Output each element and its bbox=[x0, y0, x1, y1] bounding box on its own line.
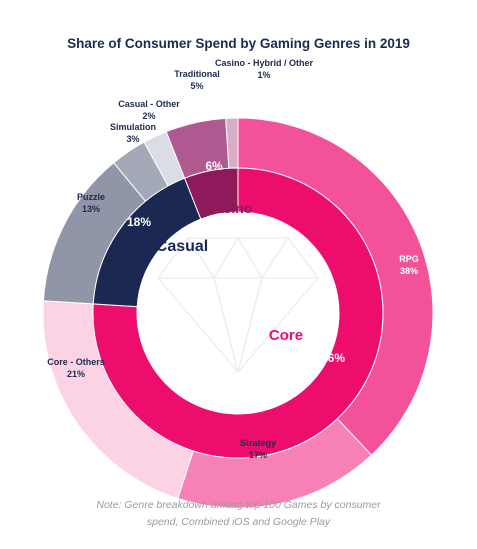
outer-label-traditional: Traditional bbox=[174, 69, 220, 79]
inner-slice-core bbox=[92, 167, 384, 459]
chart-labels: RPG 38% Strategy 17% Core - Others 21% Puzzle 1… bbox=[47, 58, 419, 460]
outer-value-traditional: 5% bbox=[190, 81, 203, 91]
outer-value-casual-other: 2% bbox=[142, 111, 155, 121]
inner-value-core: 76% bbox=[321, 351, 345, 365]
outer-label-strategy: Strategy bbox=[240, 438, 276, 448]
category-label-core: Core bbox=[269, 327, 303, 344]
inner-slice-casino bbox=[183, 167, 239, 220]
outer-value-core-others: 21% bbox=[67, 369, 85, 379]
category-label-casino: Casino bbox=[206, 200, 253, 216]
watermark-line bbox=[213, 236, 263, 279]
outer-value-rpg: 38% bbox=[400, 266, 418, 276]
watermark-line bbox=[187, 237, 289, 373]
outer-label-simulation: Simulation bbox=[110, 122, 156, 132]
chart-note: Note: Genre breakdown among top 100 Game… bbox=[60, 497, 417, 531]
inner-value-casual: 18% bbox=[127, 215, 151, 229]
outer-value-casino-hybrid-other: 1% bbox=[257, 70, 270, 80]
outer-value-puzzle: 13% bbox=[82, 204, 100, 214]
outer-label-rpg: RPG bbox=[399, 254, 419, 264]
category-label-casual: Casual bbox=[156, 238, 208, 255]
outer-label-core-others: Core - Others bbox=[47, 357, 105, 367]
diamond-watermark-icon bbox=[157, 236, 319, 374]
outer-label-casual-other: Casual - Other bbox=[118, 99, 180, 109]
chart-title: Share of Consumer Spend by Gaming Genres… bbox=[67, 36, 410, 51]
outer-label-puzzle: Puzzle bbox=[77, 192, 105, 202]
inner-value-casino: 6% bbox=[205, 159, 223, 173]
outer-value-simulation: 3% bbox=[126, 134, 139, 144]
outer-label-casino-hybrid-other: Casino - Hybrid / Other bbox=[215, 58, 314, 68]
outer-value-strategy: 17% bbox=[249, 450, 267, 460]
note-line-1: Note: Genre breakdown among top 100 Game… bbox=[96, 499, 381, 511]
watermark-outline bbox=[157, 237, 319, 374]
inner-ring bbox=[92, 167, 384, 459]
note-line-2: spend, Combined iOS and Google Play bbox=[146, 516, 331, 528]
